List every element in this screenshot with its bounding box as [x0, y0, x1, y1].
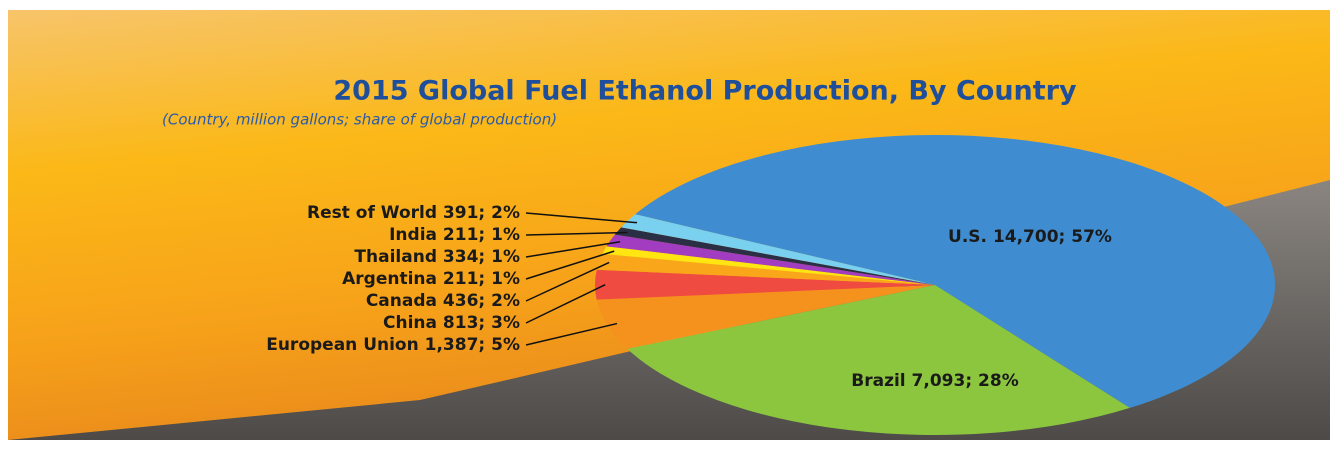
slice-label: European Union 1,387; 5% — [266, 335, 520, 355]
category-label: Rest of World — [307, 203, 437, 223]
category-label: Brazil — [851, 371, 905, 391]
slice-label: India 211; 1% — [389, 225, 520, 245]
leader-line — [525, 261, 610, 302]
value-label: 211; 1% — [443, 225, 520, 245]
category-label: India — [389, 225, 437, 245]
slice-label: Canada 436; 2% — [366, 291, 520, 311]
pie-slice — [596, 253, 935, 285]
chart-title: 2015 Global Fuel Ethanol Production, By … — [333, 76, 1077, 107]
value-label: 14,700; 57% — [993, 227, 1112, 247]
category-label: Canada — [366, 291, 437, 311]
pie-slice — [602, 246, 935, 285]
category-label: U.S. — [948, 227, 987, 247]
slice-label: China 813; 3% — [383, 313, 520, 333]
value-label: 7,093; 28% — [912, 371, 1019, 391]
category-label: European Union — [266, 335, 419, 355]
category-label: Thailand — [354, 247, 437, 267]
pie-slice — [596, 285, 935, 349]
leader-line — [525, 284, 606, 324]
leader-line — [525, 241, 621, 258]
slice-label: Thailand 334; 1% — [354, 247, 520, 267]
value-label: 211; 1% — [443, 269, 520, 289]
slice-label: Argentina 211; 1% — [342, 269, 520, 289]
category-label: Argentina — [342, 269, 437, 289]
value-label: 436; 2% — [443, 291, 520, 311]
category-label: China — [383, 313, 437, 333]
pie-slice — [627, 285, 1130, 435]
pie-slice — [635, 135, 1275, 408]
leader-line — [525, 231, 628, 236]
pie — [595, 135, 1275, 435]
chart-subtitle: (Country, million gallons; share of glob… — [162, 111, 557, 129]
slice-label: U.S. 14,700; 57% — [948, 227, 1112, 247]
leader-line — [525, 250, 615, 280]
leader-line — [525, 212, 638, 224]
pie-slice — [614, 227, 935, 285]
pie-slice — [595, 269, 935, 300]
value-label: 1,387; 5% — [425, 335, 520, 355]
pie-slice — [621, 214, 935, 285]
pie-slice — [606, 234, 935, 285]
leader-line — [525, 322, 618, 346]
slice-label: Rest of World 391; 2% — [307, 203, 520, 223]
slice-label: Brazil 7,093; 28% — [851, 371, 1018, 391]
value-label: 334; 1% — [443, 247, 520, 267]
value-label: 391; 2% — [443, 203, 520, 223]
value-label: 813; 3% — [443, 313, 520, 333]
